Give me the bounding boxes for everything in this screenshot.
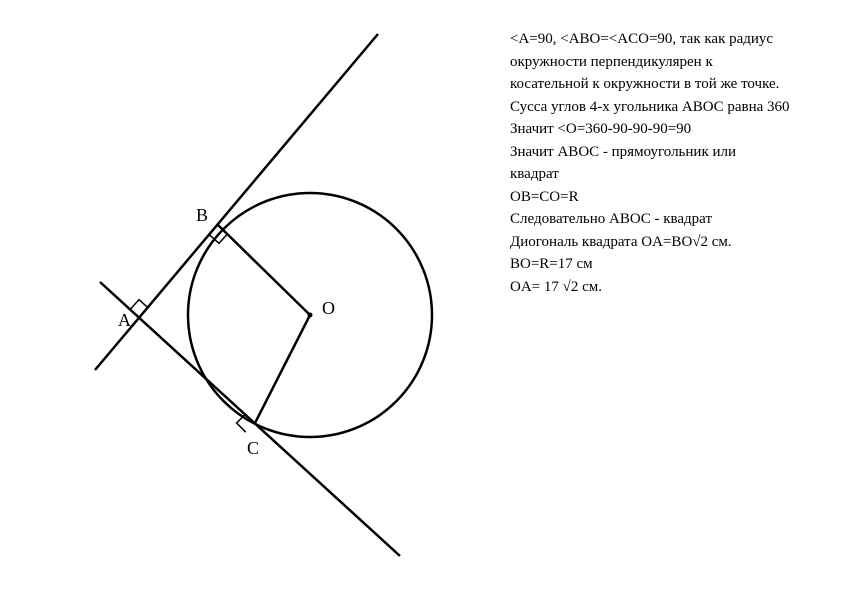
- solution-line: окружности перпендикулярен к: [510, 51, 850, 74]
- solution-text: <A=90, <ABO=<ACO=90, так как радиус окру…: [510, 28, 850, 298]
- solution-line: Диогональ квадрата OA=BO√2 см.: [510, 231, 850, 254]
- tangent-ab: [95, 34, 378, 370]
- radius-oc: [255, 315, 310, 423]
- solution-line: BO=R=17 см: [510, 253, 850, 276]
- solution-line: Следовательно ABOC - квадрат: [510, 208, 850, 231]
- solution-line: Значит ABOC - прямоугольник или: [510, 141, 850, 164]
- radius-ob: [218, 225, 310, 315]
- solution-line: Значит <O=360-90-90-90=90: [510, 118, 850, 141]
- solution-line: квадрат: [510, 163, 850, 186]
- geometry-diagram: O A B C: [0, 0, 500, 591]
- solution-line: Сусса углов 4-х угольника ABOC равна 360: [510, 96, 850, 119]
- solution-line: <A=90, <ABO=<ACO=90, так как радиус: [510, 28, 850, 51]
- solution-line: OB=CO=R: [510, 186, 850, 209]
- solution-line: косательной к окружности в той же точке.: [510, 73, 850, 96]
- label-b: B: [196, 205, 208, 226]
- label-a: A: [118, 310, 131, 331]
- point-o: [308, 313, 313, 318]
- label-o: O: [322, 298, 335, 319]
- solution-line: OA= 17 √2 см.: [510, 276, 850, 299]
- label-c: C: [247, 438, 259, 459]
- tangent-ac: [100, 282, 400, 556]
- diagram-svg: [0, 0, 500, 591]
